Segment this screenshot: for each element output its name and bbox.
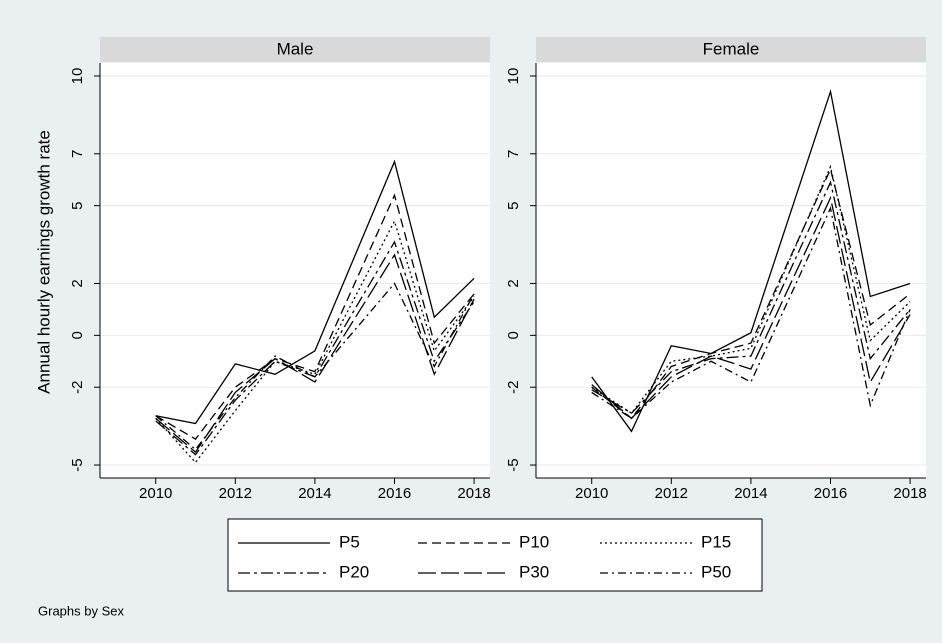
series-line bbox=[155, 282, 475, 451]
y-tick-label: 5 bbox=[69, 201, 86, 209]
y-axis-title: Annual hourly earnings growth rate bbox=[34, 130, 53, 394]
series-line bbox=[591, 167, 911, 420]
plot-area bbox=[100, 63, 490, 478]
x-tick-label: 2010 bbox=[139, 485, 172, 502]
series-line bbox=[591, 164, 911, 415]
panel-title: Male bbox=[277, 39, 314, 58]
y-tick-label: -5 bbox=[69, 458, 86, 471]
legend-box bbox=[227, 518, 763, 592]
y-tick-label: 10 bbox=[69, 68, 86, 85]
y-tick-label: -2 bbox=[69, 381, 86, 394]
panel-header bbox=[536, 37, 926, 62]
panel-title: Female bbox=[703, 39, 760, 58]
legend-label: P30 bbox=[519, 562, 549, 581]
legend-label: P20 bbox=[339, 562, 369, 581]
series-line bbox=[155, 253, 475, 454]
series-line bbox=[591, 206, 911, 420]
x-tick-label: 2016 bbox=[378, 485, 411, 502]
y-tick-label: 2 bbox=[69, 279, 86, 287]
x-tick-label: 2012 bbox=[219, 485, 252, 502]
note: Graphs by Sex bbox=[38, 603, 124, 618]
legend-label: P15 bbox=[701, 532, 731, 551]
x-tick-label: 2014 bbox=[298, 485, 331, 502]
y-tick-label: 7 bbox=[505, 150, 522, 158]
plot-area bbox=[536, 63, 926, 478]
series-line bbox=[155, 159, 475, 425]
y-tick-label: 0 bbox=[69, 331, 86, 339]
x-tick-label: 2014 bbox=[734, 485, 767, 502]
series-line bbox=[155, 219, 475, 464]
series-line bbox=[591, 88, 911, 433]
y-tick-label: 2 bbox=[505, 279, 522, 287]
x-tick-label: 2018 bbox=[457, 485, 490, 502]
series-line bbox=[155, 240, 475, 456]
panel-header bbox=[100, 37, 490, 62]
legend-label: P10 bbox=[519, 532, 549, 551]
x-tick-label: 2018 bbox=[893, 485, 926, 502]
y-tick-label: 0 bbox=[505, 331, 522, 339]
y-tick-label: 10 bbox=[505, 68, 522, 85]
series-line bbox=[591, 180, 911, 414]
x-tick-label: 2010 bbox=[575, 485, 608, 502]
x-tick-label: 2012 bbox=[655, 485, 688, 502]
y-tick-label: -2 bbox=[505, 381, 522, 394]
y-tick-label: 7 bbox=[69, 150, 86, 158]
series-line bbox=[155, 193, 475, 440]
legend-label: P5 bbox=[339, 532, 360, 551]
legend-label: P50 bbox=[701, 562, 731, 581]
y-tick-label: 5 bbox=[505, 201, 522, 209]
y-tick-label: -5 bbox=[505, 458, 522, 471]
x-tick-label: 2016 bbox=[814, 485, 847, 502]
